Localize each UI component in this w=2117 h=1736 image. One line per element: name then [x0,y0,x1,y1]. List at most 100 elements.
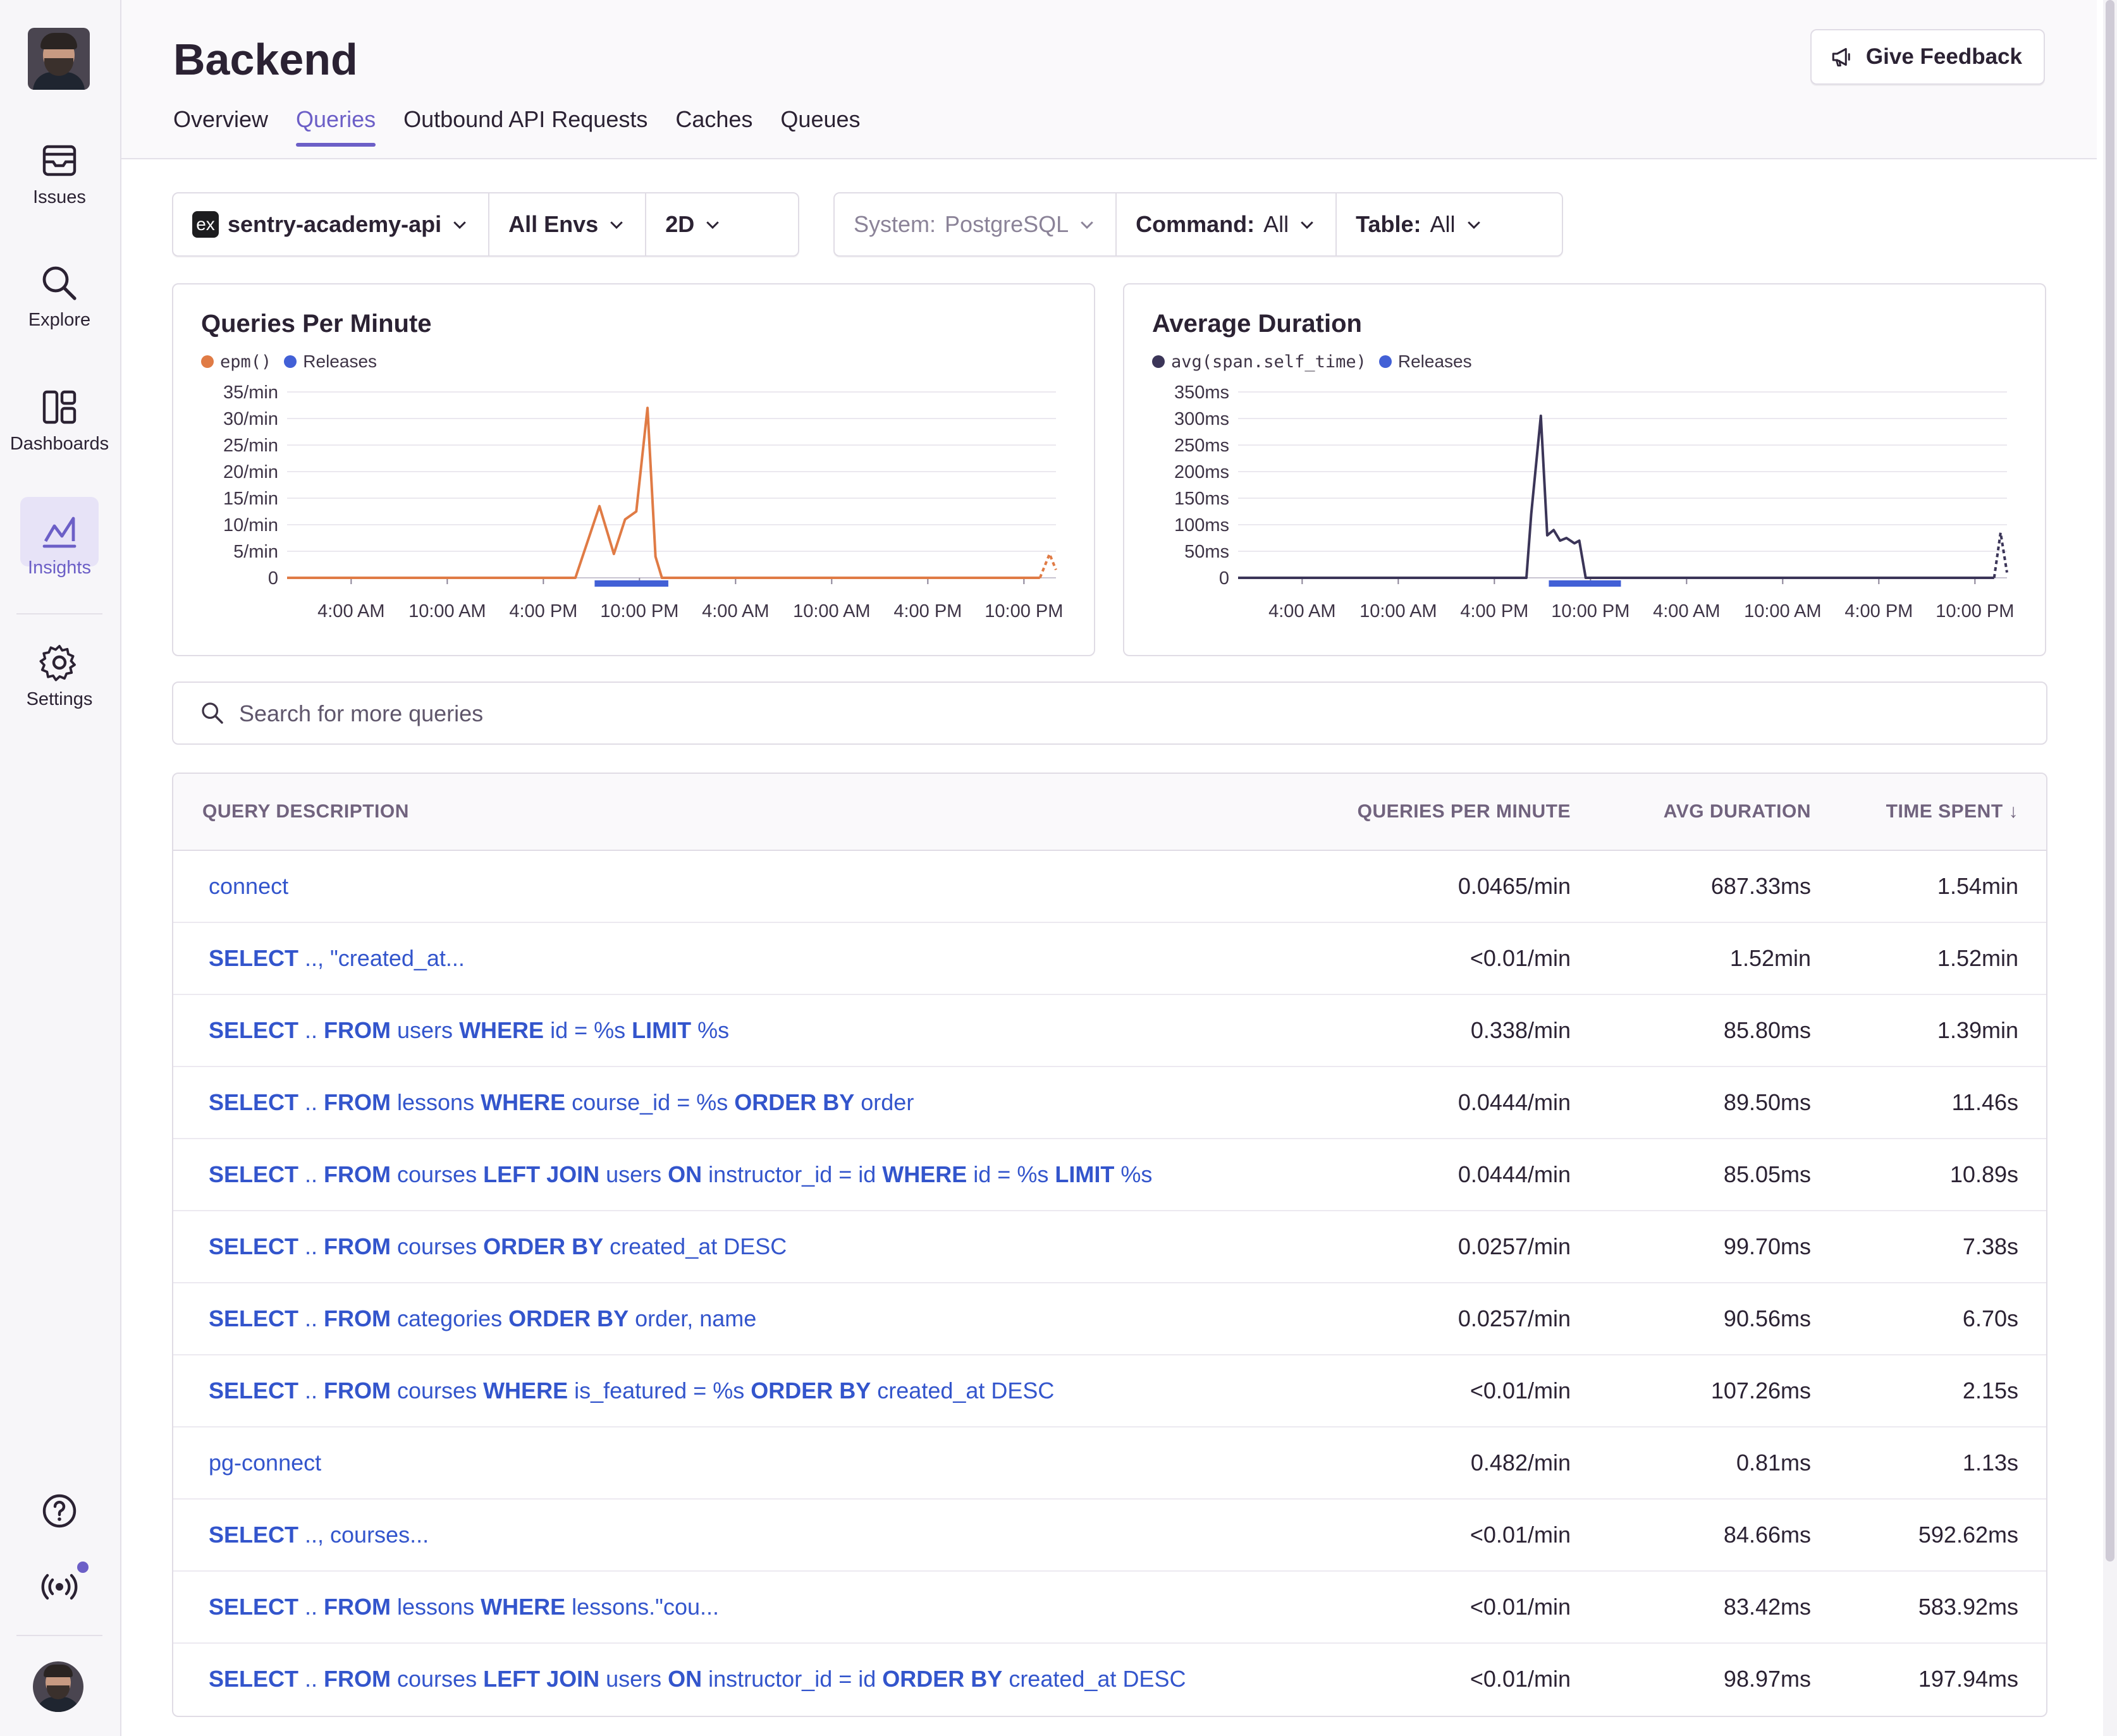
query-description-cell: SELECT .. FROM users WHERE id = %s LIMIT… [173,1017,1217,1044]
query-link[interactable]: SELECT .. FROM courses WHERE is_featured… [209,1378,1054,1403]
sql-text: created_at DESC [871,1378,1055,1403]
query-description-cell: SELECT .. FROM courses LEFT JOIN users O… [173,1161,1217,1188]
broadcasts-button[interactable] [0,1567,119,1607]
sql-text: instructor_id = id [702,1666,883,1692]
legend-item-avg-duration[interactable]: avg(span.self_time) [1152,351,1366,372]
page-scrollbar-track[interactable] [2103,0,2117,1736]
avg-duration-cell: 90.56ms [1723,1305,1811,1331]
query-link[interactable]: SELECT .. FROM lessons WHERE course_id =… [209,1089,914,1115]
query-link[interactable]: SELECT .. FROM lessons WHERE lessons."co… [209,1594,719,1620]
legend-item-releases[interactable]: Releases [1378,351,1472,372]
project-selector[interactable]: ex sentry-academy-api [173,193,490,255]
series-line [287,406,1040,579]
sql-text: categories [391,1305,509,1331]
query-link[interactable]: SELECT .., courses... [209,1522,429,1548]
query-link[interactable]: pg-connect [209,1450,321,1476]
column-header-description[interactable]: QUERY DESCRIPTION [202,801,409,822]
sidebar-item-settings[interactable]: Settings [0,642,119,710]
sql-keyword: SELECT [209,1017,299,1043]
org-avatar[interactable] [28,28,90,90]
y-tick-label: 25/min [223,436,278,456]
query-link[interactable]: SELECT .. FROM courses ORDER BY created_… [209,1233,787,1259]
tab-queries[interactable]: Queries [296,106,376,147]
qpm-cell: <0.01/min [1470,1666,1571,1692]
chevron-down-icon [706,221,720,229]
x-tick-label: 4:00 PM [893,601,962,621]
system-selector[interactable]: System: PostgreSQL [835,193,1117,255]
sql-keyword: FROM [324,1089,391,1115]
chart-legend: avg(span.self_time) Releases [1152,351,1472,372]
query-description-cell: connect [173,873,1217,900]
tab-overview[interactable]: Overview [173,106,269,132]
x-tick-label: 4:00 AM [1653,601,1720,621]
column-header-time-spent[interactable]: TIME SPENT ↓ [1811,801,2046,822]
table-key: Table: [1356,211,1421,237]
legend-item-epm[interactable]: epm() [201,351,271,372]
x-tick-label: 4:00 PM [509,601,577,621]
sql-text: users [599,1666,668,1692]
sql-text: course_id = %s [565,1089,735,1115]
sidebar-divider [16,613,102,614]
y-tick-label: 300ms [1174,409,1229,429]
chevron-down-icon [1081,221,1093,229]
legend-label: Releases [1397,351,1472,371]
column-header-qpm[interactable]: QUERIES PER MINUTE [1357,801,1571,822]
tab-outbound-api-requests[interactable]: Outbound API Requests [403,106,648,132]
avg-duration-cell: 107.26ms [1710,1378,1811,1403]
sidebar-item-insights[interactable]: Insights [0,511,119,578]
avg-duration-cell: 85.80ms [1723,1017,1811,1043]
user-avatar[interactable] [33,1661,83,1712]
broadcast-icon [41,1574,78,1600]
sidebar-item-label: Dashboards [9,434,109,454]
sql-text: .. [298,1017,324,1043]
query-description-cell: SELECT .. FROM categories ORDER BY order… [173,1305,1217,1332]
sql-keyword: ORDER BY [508,1305,629,1331]
give-feedback-button[interactable]: Give Feedback [1810,29,2045,85]
sql-text: lessons [391,1594,481,1620]
table-selector[interactable]: Table: All [1337,193,1502,255]
y-tick-label: 15/min [223,489,278,509]
search-input[interactable] [238,683,2023,745]
chart-title: Queries Per Minute [201,310,432,338]
query-filters: System: PostgreSQL Command: All Table: A… [833,192,1563,257]
date-range-selector[interactable]: 2D [646,193,741,255]
page-scrollbar-thumb[interactable] [2106,0,2114,1562]
command-value: All [1263,211,1289,237]
tab-caches[interactable]: Caches [675,106,753,132]
queries-per-minute-chart[interactable]: 35/min 30/min 25/min 20/min 15/min 10/min 5/mi… [173,284,1094,655]
x-tick-label: 10:00 AM [408,601,486,621]
query-link[interactable]: SELECT .. FROM users WHERE id = %s LIMIT… [209,1017,729,1043]
query-link[interactable]: SELECT .. FROM courses LEFT JOIN users O… [209,1161,1152,1187]
avg-duration-cell: 98.97ms [1723,1666,1811,1692]
time-spent-cell: 592.62ms [1918,1522,2018,1548]
chevron-down-icon [610,221,623,229]
query-link[interactable]: SELECT .. FROM categories ORDER BY order… [209,1305,756,1331]
sql-keyword: ORDER BY [734,1089,855,1115]
sql-text: %s [1114,1161,1153,1187]
query-description-cell: SELECT .., courses... [173,1522,1217,1548]
query-link[interactable]: connect [209,873,288,899]
environment-selector[interactable]: All Envs [489,193,647,255]
sidebar-item-explore[interactable]: Explore [0,263,119,331]
sql-text: order [854,1089,914,1115]
sidebar-item-issues[interactable]: Issues [0,140,119,208]
sql-text: .., "created_at... [298,945,465,971]
table-row: SELECT .. FROM lessons WHERE lessons."co… [173,1572,2046,1644]
time-spent-cell: 1.13s [1962,1450,2018,1476]
query-link[interactable]: SELECT .., "created_at... [209,945,465,971]
sidebar-item-dashboards[interactable]: Dashboards [0,387,119,455]
query-link[interactable]: SELECT .. FROM courses LEFT JOIN users O… [209,1666,1186,1692]
avg-duration-cell: 84.66ms [1723,1522,1811,1548]
help-button[interactable] [0,1491,119,1531]
legend-item-releases[interactable]: Releases [284,351,377,372]
column-header-avg-duration[interactable]: AVG DURATION [1663,801,1811,822]
issues-icon [42,145,77,176]
series-line-partial [1992,532,2008,578]
avg-duration-cell: 85.05ms [1723,1161,1811,1187]
command-selector[interactable]: Command: All [1117,193,1337,255]
sql-keyword: WHERE [459,1017,544,1043]
average-duration-chart[interactable]: 350ms 300ms 250ms 200ms 150ms 100ms 50ms 0 4:00 … [1124,284,2045,655]
query-search [172,682,2047,745]
time-spent-cell: 7.38s [1962,1233,2018,1259]
tab-queues[interactable]: Queues [780,106,861,132]
